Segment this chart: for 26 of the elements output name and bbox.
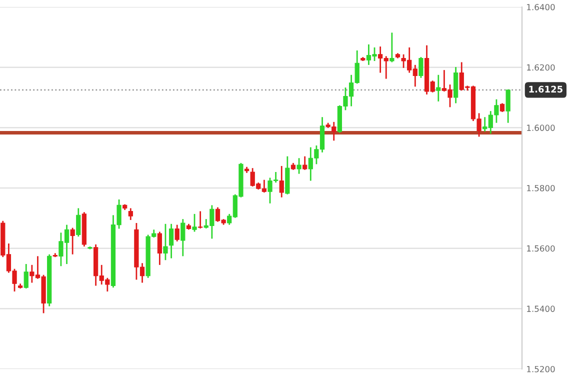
candlestick (302, 156, 308, 171)
candlestick (157, 231, 162, 266)
candlestick (180, 218, 186, 257)
candlestick (70, 227, 75, 256)
candlestick (163, 223, 168, 261)
candlestick (390, 32, 394, 63)
y-tick-label: 1.5200 (527, 366, 555, 372)
candlestick (174, 224, 180, 242)
y-tick-label: 1.5400 (527, 306, 555, 312)
candlestick (279, 165, 284, 198)
candlestick (76, 208, 81, 238)
candlestick (506, 88, 510, 124)
candlestick (436, 74, 441, 102)
y-tick-label: 1.6000 (527, 124, 555, 131)
candlestick (418, 56, 424, 79)
candlestick (168, 223, 174, 259)
y-tick-label: 1.5800 (527, 184, 555, 192)
candlestick (24, 263, 28, 290)
ref-line-label: 1.6125 (529, 86, 562, 93)
y-tick-label: 1.6200 (527, 64, 555, 71)
y-tick-label: 1.6400 (527, 4, 555, 10)
y-tick-label: 1.5600 (527, 245, 555, 252)
candlestick (192, 213, 197, 232)
candlestick (128, 208, 133, 221)
candlestick (198, 210, 203, 230)
candlestick (296, 157, 302, 175)
